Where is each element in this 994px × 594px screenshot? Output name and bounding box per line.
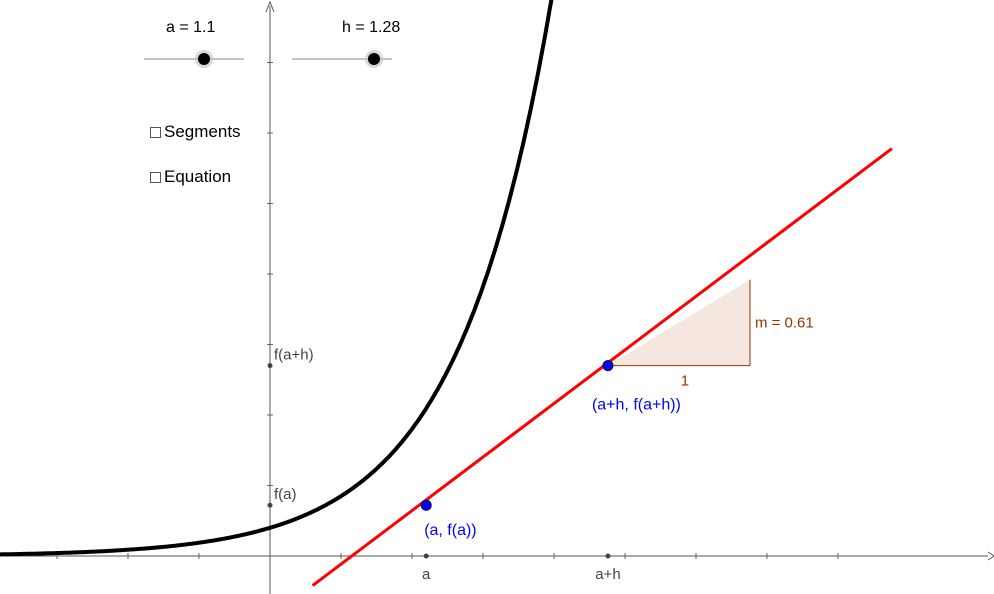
y-tick-dot — [267, 502, 273, 508]
slope-run-label: 1 — [681, 373, 689, 390]
slope-triangle: 1 m = 0.61 — [607, 279, 814, 390]
x-tick-label: a+h — [595, 566, 620, 583]
slider-a[interactable] — [140, 45, 250, 75]
axis-ticks — [56, 62, 839, 559]
point-a[interactable] — [420, 499, 432, 511]
curve-f — [0, 0, 554, 557]
slider-a-handle[interactable] — [195, 50, 213, 68]
x-tick-label: a — [422, 566, 431, 583]
series-layer — [0, 0, 893, 587]
slider-h-label: h = 1.28 — [342, 19, 401, 36]
point-a-label: (a, f(a)) — [424, 522, 476, 539]
y-tick-label: f(a+h) — [274, 347, 314, 364]
labels-layer: (a, f(a)) (a+h, f(a+h)) a a+h f(a) f(a+h) — [267, 347, 681, 583]
slider-h[interactable] — [288, 45, 398, 75]
equation-checkbox[interactable]: Equation — [150, 167, 231, 187]
slider-a-label: a = 1.1 — [166, 19, 216, 36]
segments-checkbox-label: Segments — [164, 122, 241, 141]
equation-checkbox-label: Equation — [164, 167, 232, 186]
slider-h-handle[interactable] — [365, 50, 383, 68]
equation-checkbox-box[interactable] — [150, 171, 161, 183]
y-tick-label: f(a) — [274, 486, 297, 503]
point-a-plus-h[interactable] — [602, 360, 614, 372]
x-tick-dot — [605, 553, 611, 559]
slope-rise-label: m = 0.61 — [755, 315, 814, 332]
x-tick-dot — [423, 553, 429, 559]
x-axis-arrow — [987, 551, 994, 561]
segments-checkbox-box[interactable] — [150, 126, 161, 138]
points-layer — [420, 360, 614, 511]
y-axis-arrow — [265, 0, 275, 13]
segments-checkbox[interactable]: Segments — [150, 122, 241, 142]
secant-line — [311, 147, 893, 587]
y-tick-dot — [267, 363, 273, 369]
point-a-plus-h-label: (a+h, f(a+h)) — [592, 397, 681, 414]
slope-triangle-fill — [607, 279, 750, 366]
